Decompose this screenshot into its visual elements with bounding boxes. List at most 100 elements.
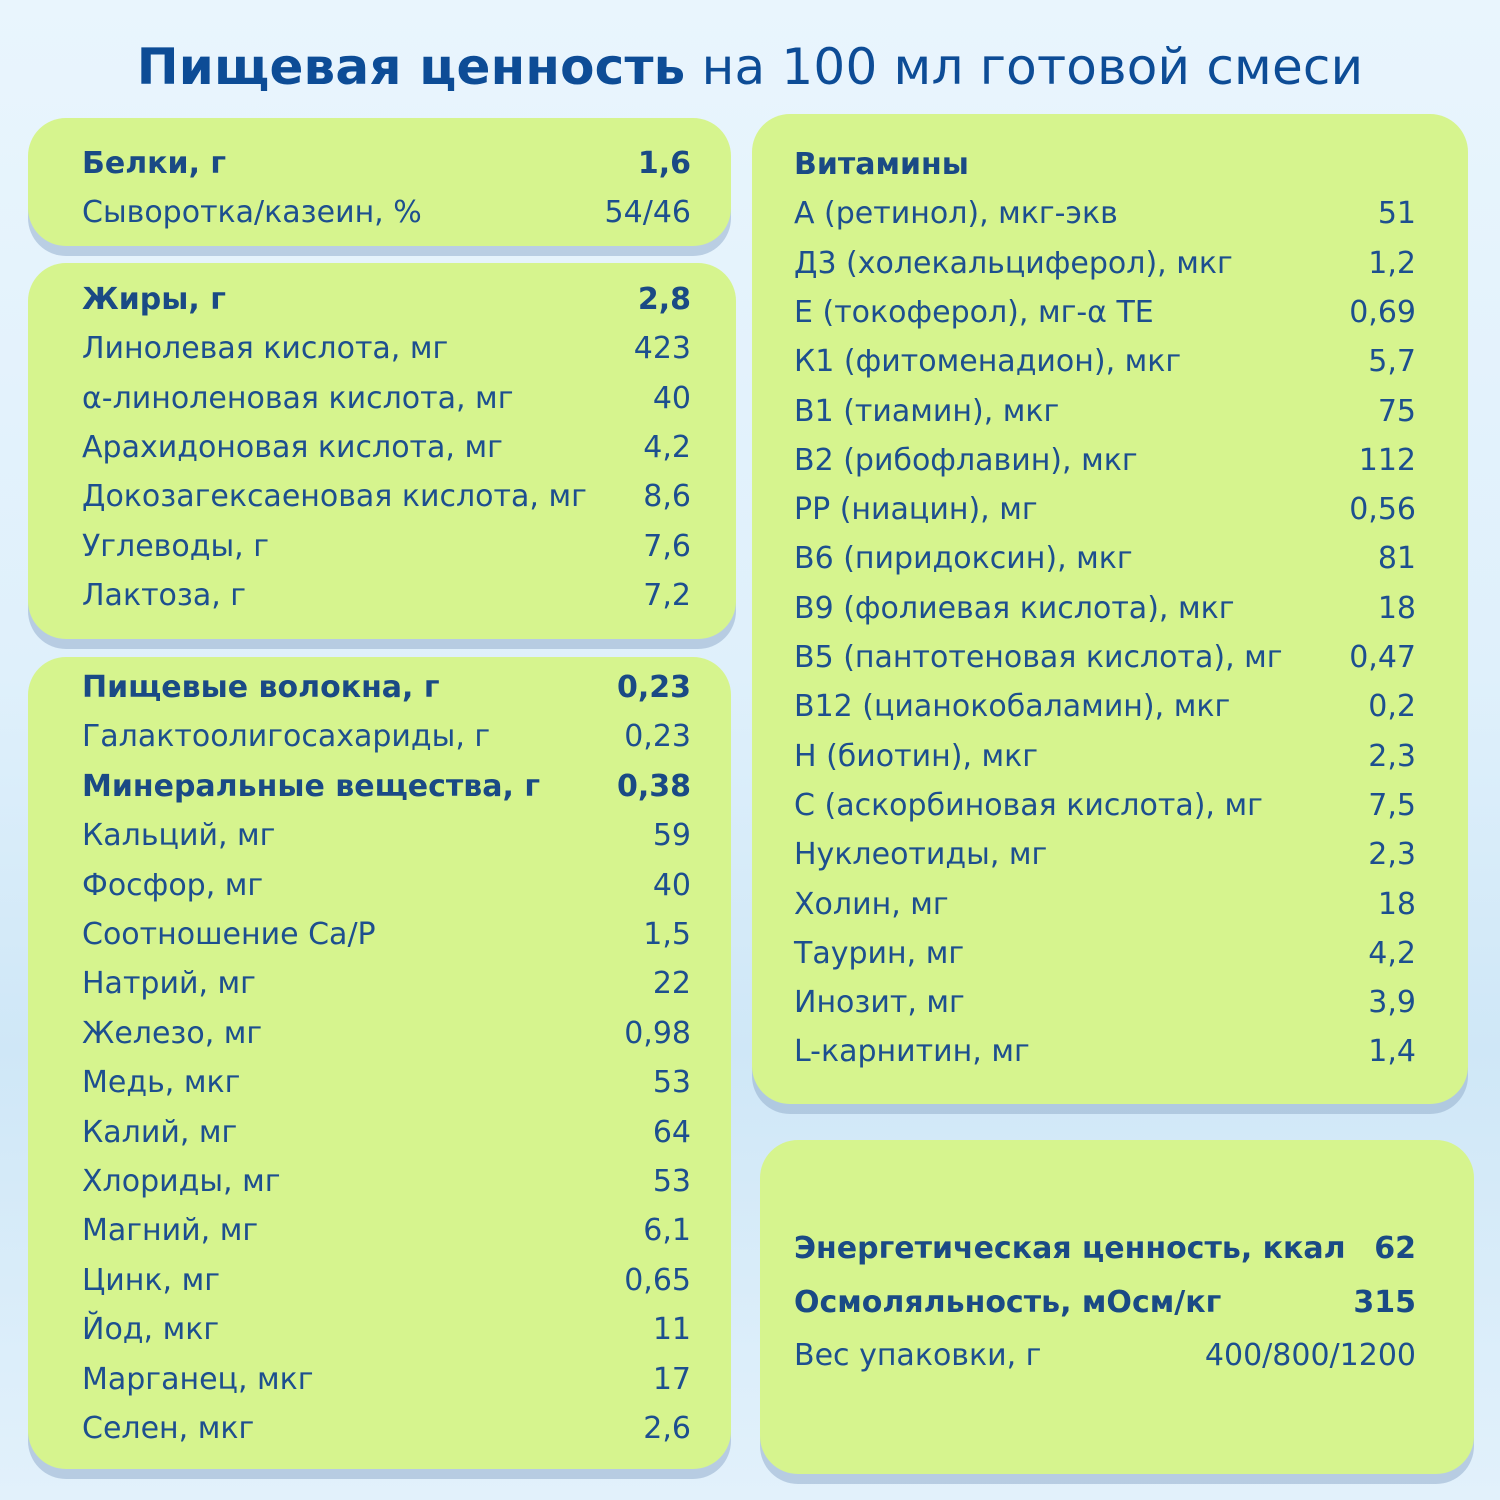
row-value: 3,9	[1368, 985, 1416, 1021]
row-value: 17	[652, 1361, 691, 1397]
panel-fats: Жиры, г 2,8 Линолевая кислота, мг 423 α-лино…	[28, 263, 736, 639]
row-value: 22	[652, 966, 691, 1002]
table-row: Сыворотка/казеин, % 54/46	[82, 193, 691, 233]
table-row: Витамины	[794, 145, 1416, 185]
row-value: 1,2	[1368, 245, 1416, 281]
row-label: РР (ниацин), мг	[794, 492, 1038, 528]
row-value: 7,5	[1368, 787, 1416, 823]
row-value: 53	[652, 1065, 691, 1101]
row-value: 6,1	[643, 1213, 691, 1249]
row-label: Калий, мг	[82, 1114, 238, 1150]
row-value: 40	[652, 867, 691, 903]
row-label: К1 (фитоменадион), мкг	[794, 344, 1182, 380]
row-label: Жиры, г	[82, 282, 226, 317]
row-label: С (аскорбиновая кислота), мг	[794, 787, 1263, 823]
table-row: Хлориды, мг 53	[82, 1162, 691, 1202]
row-value: 81	[1377, 541, 1416, 577]
table-row: Е (токоферол), мг-α ТЕ 0,69	[794, 293, 1416, 333]
row-label: В1 (тиамин), мкг	[794, 393, 1060, 429]
table-row: Д3 (холекальциферол), мкг 1,2	[794, 244, 1416, 284]
row-value: 62	[1374, 1231, 1416, 1266]
row-label: В9 (фолиевая кислота), мкг	[794, 590, 1235, 626]
row-value: 18	[1377, 886, 1416, 922]
panel-vitamins: Витамины А (ретинол), мкг-экв 51 Д3 (холека…	[752, 114, 1468, 1104]
row-value: 2,8	[637, 282, 691, 317]
table-row: Железо, мг 0,98	[82, 1014, 691, 1054]
rows-proteins: Белки, г 1,6 Сыворотка/казеин, % 54/46	[82, 144, 691, 234]
row-value: 2,3	[1368, 837, 1416, 873]
page-title: Пищевая ценность на 100 мл готовой смеси	[0, 38, 1500, 96]
row-label: Железо, мг	[82, 1015, 263, 1051]
table-row: Селен, мкг 2,6	[82, 1409, 691, 1449]
row-label: Медь, мкг	[82, 1065, 241, 1101]
rows-vitamins: Витамины А (ретинол), мкг-экв 51 Д3 (холека…	[794, 145, 1416, 1095]
row-label: Цинк, мг	[82, 1262, 220, 1298]
row-label: Хлориды, мг	[82, 1164, 281, 1199]
row-value: 2,6	[643, 1411, 691, 1446]
table-row: L-карнитин, мг 1,4	[794, 1032, 1416, 1072]
row-label: Минеральные вещества, г	[82, 768, 541, 804]
table-row: Лактоза, г 7,2	[82, 576, 691, 616]
row-value: 53	[652, 1164, 691, 1199]
row-value: 0,65	[624, 1262, 691, 1298]
row-value: 423	[633, 331, 691, 367]
row-value: 0,47	[1349, 640, 1416, 675]
table-row: Пищевые волокна, г 0,23	[82, 668, 691, 708]
table-row: РР (ниацин), мг 0,56	[794, 490, 1416, 530]
row-label: Н (биотин), мкг	[794, 738, 1039, 774]
title-bold: Пищевая ценность	[136, 38, 686, 96]
row-label: Галактоолигосахариды, г	[82, 719, 491, 755]
row-label: Вес упаковки, г	[794, 1338, 1042, 1373]
row-value: 2,3	[1368, 738, 1416, 774]
table-row: В2 (рибофлавин), мкг 112	[794, 441, 1416, 481]
row-value: 54/46	[604, 195, 691, 230]
table-row: Инозит, мг 3,9	[794, 983, 1416, 1023]
table-row: К1 (фитоменадион), мкг 5,7	[794, 342, 1416, 382]
panel-energy: Энергетическая ценность, ккал 62 Осмоляльн…	[760, 1140, 1474, 1474]
table-row: Фосфор, мг 40	[82, 866, 691, 906]
row-label: Сыворотка/казеин, %	[82, 195, 422, 230]
row-value: 315	[1353, 1284, 1416, 1320]
rows-fats: Жиры, г 2,8 Линолевая кислота, мг 423 α-лино…	[82, 280, 691, 620]
row-label: Д3 (холекальциферол), мкг	[794, 245, 1233, 281]
table-row: Калий, мг 64	[82, 1113, 691, 1153]
table-row: Магний, мг 6,1	[82, 1211, 691, 1251]
row-value: 4,2	[643, 429, 691, 465]
table-row: В9 (фолиевая кислота), мкг 18	[794, 589, 1416, 629]
row-label: Белки, г	[82, 146, 227, 181]
table-row: Таурин, мг 4,2	[794, 934, 1416, 974]
row-label: Е (токоферол), мг-α ТЕ	[794, 294, 1154, 330]
table-row: Кальций, мг 59	[82, 816, 691, 856]
table-row: Нуклеотиды, мг 2,3	[794, 835, 1416, 875]
row-value: 1,4	[1368, 1034, 1416, 1070]
row-label: Селен, мкг	[82, 1411, 255, 1446]
row-value: 59	[652, 818, 691, 854]
table-row: Вес упаковки, г 400/800/1200	[794, 1336, 1416, 1376]
row-label: α-линоленовая кислота, мг	[82, 380, 514, 416]
row-label: Арахидоновая кислота, мг	[82, 429, 503, 465]
table-row: Н (биотин), мкг 2,3	[794, 737, 1416, 777]
table-row: Йод, мкг 11	[82, 1310, 691, 1350]
row-value: 0,56	[1349, 492, 1416, 528]
row-value: 0,38	[616, 768, 691, 804]
row-label: А (ретинол), мкг-экв	[794, 196, 1118, 232]
table-row: Холин, мг 18	[794, 885, 1416, 925]
row-label: Йод, мкг	[82, 1312, 220, 1348]
row-value: 0,2	[1368, 689, 1416, 725]
row-label: В12 (цианокобаламин), мкг	[794, 689, 1231, 725]
table-row: С (аскорбиновая кислота), мг 7,5	[794, 786, 1416, 826]
row-value: 51	[1377, 196, 1416, 232]
row-value: 7,6	[643, 528, 691, 564]
row-label: Витамины	[794, 147, 969, 182]
row-label: В5 (пантотеновая кислота), мг	[794, 640, 1283, 675]
row-value: 0,23	[616, 670, 691, 705]
row-value: 0,98	[624, 1015, 691, 1051]
table-row: α-линоленовая кислота, мг 40	[82, 379, 691, 419]
row-label: Энергетическая ценность, ккал	[794, 1231, 1346, 1266]
row-value: 5,7	[1368, 344, 1416, 380]
row-value: 1,6	[637, 146, 691, 181]
panel-minerals: Пищевые волокна, г 0,23 Галактоолигосахари…	[28, 657, 731, 1469]
title-rest: на 100 мл готовой смеси	[685, 38, 1364, 96]
rows-energy: Энергетическая ценность, ккал 62 Осмоляльн…	[794, 1229, 1416, 1399]
row-label: Лактоза, г	[82, 577, 247, 613]
